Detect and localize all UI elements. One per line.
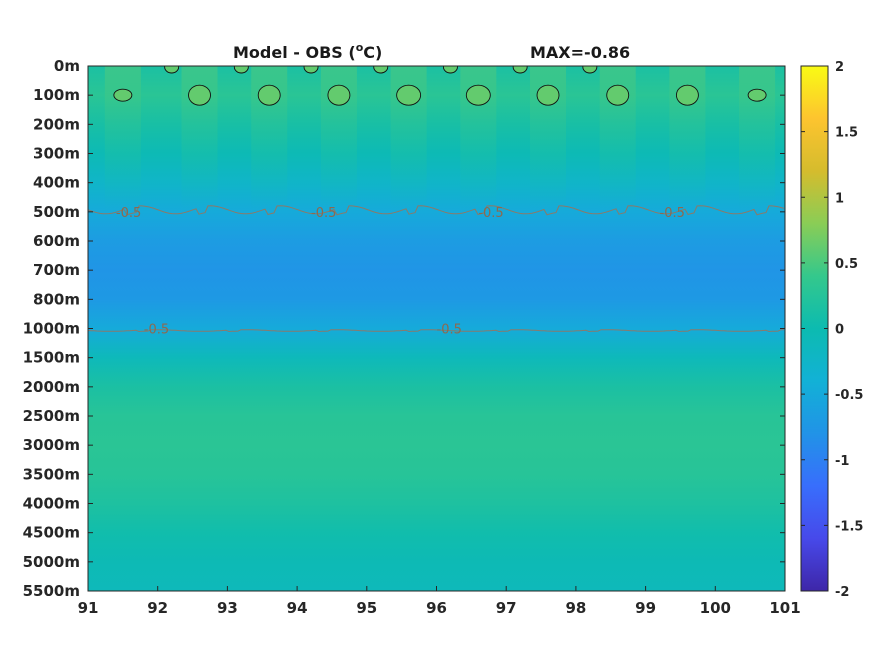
x-tick-label: 101 <box>769 599 800 617</box>
colorbar-tick-label: 2 <box>835 60 844 75</box>
x-tick-label: 100 <box>700 599 731 617</box>
x-axis: 91 92 93 94 95 96 97 98 99 100 101 <box>78 586 801 617</box>
y-tick-label: 500m <box>33 203 80 221</box>
y-tick-label: 5500m <box>23 582 80 600</box>
x-tick-label: 93 <box>217 599 238 617</box>
colorbar-gradient <box>800 65 829 592</box>
colorbar-tick-label: -1 <box>835 454 849 469</box>
x-tick-label: 99 <box>635 599 656 617</box>
y-tick-label: 3500m <box>23 465 80 483</box>
contour-line-upper <box>88 205 785 216</box>
x-tick-label: 92 <box>147 599 168 617</box>
max-annotation: MAX=-0.86 <box>530 43 630 62</box>
surface-warm-patch <box>303 66 319 74</box>
y-tick-label: 1000m <box>23 320 80 338</box>
contour-label: -0.5 <box>116 206 141 221</box>
warm-anomaly-patch <box>327 84 351 106</box>
x-tick-label: 94 <box>287 599 308 617</box>
colorbar-tick-label: 0.5 <box>835 257 858 272</box>
colorbar-tick-label: -0.5 <box>835 388 863 403</box>
warm-anomaly-patch <box>606 84 630 106</box>
y-tick-label: 4000m <box>23 495 80 513</box>
y-tick-label: 100m <box>33 86 80 104</box>
surface-warm-patch <box>512 66 528 74</box>
x-tick-label: 91 <box>78 599 99 617</box>
y-tick-label: 2500m <box>23 407 80 425</box>
surface-warm-patch <box>233 66 249 74</box>
chart-title: Model - OBS (oC) <box>233 41 382 62</box>
y-tick-label: 200m <box>33 115 80 133</box>
colorbar-tick-label: -2 <box>835 585 849 600</box>
y-tick-label: 2000m <box>23 378 80 396</box>
warm-column <box>739 66 776 212</box>
y-tick-label: 3000m <box>23 436 80 454</box>
x-tick-label: 98 <box>565 599 586 617</box>
colorbar: 2 1.5 1 0.5 0 -0.5 -1 -1.5 -2 <box>800 60 863 600</box>
contour-label: -0.5 <box>478 206 503 221</box>
warm-column <box>104 66 141 212</box>
x-tick-label: 97 <box>496 599 517 617</box>
x-tick-label: 95 <box>356 599 377 617</box>
contour-lines <box>88 205 785 333</box>
warm-anomaly-patch <box>188 84 211 106</box>
contour-labels: -0.5 -0.5 -0.5 -0.5 -0.5 -0.5 <box>116 206 685 338</box>
warm-anomaly-patch <box>747 88 767 102</box>
y-tick-label: 300m <box>33 145 80 163</box>
y-tick-label: 1500m <box>23 349 80 367</box>
y-tick-label: 5000m <box>23 553 80 571</box>
y-tick-label: 400m <box>33 174 80 192</box>
colorbar-tick-label: -1.5 <box>835 519 863 534</box>
contour-label: -0.5 <box>437 323 462 338</box>
colorbar-tick-label: 1.5 <box>835 126 858 141</box>
contour-line-lower <box>88 329 784 333</box>
warm-anomaly-patch <box>675 84 699 106</box>
contour-label: -0.5 <box>311 206 336 221</box>
y-tick-label: 600m <box>33 232 80 250</box>
colorbar-tick-label: 1 <box>835 191 844 206</box>
colorbar-tick-label: 0 <box>835 323 844 338</box>
warm-anomaly-patch <box>257 84 281 106</box>
y-tick-label: 700m <box>33 261 80 279</box>
surface-warm-patch <box>582 66 598 74</box>
surface-warm-patch <box>164 66 180 74</box>
warm-anomaly-contours <box>104 66 776 212</box>
warm-anomaly-patch <box>113 88 133 102</box>
y-axis: 0m 100m 200m 300m 400m 500m 600m 700m 800m 1000m 1… <box>23 57 785 600</box>
surface-warm-patch <box>373 66 389 74</box>
surface-warm-patch <box>442 66 458 74</box>
contour-label: -0.5 <box>660 206 685 221</box>
y-tick-label: 0m <box>54 57 80 75</box>
contour-label: -0.5 <box>144 323 169 338</box>
x-tick-label: 96 <box>426 599 447 617</box>
warm-anomaly-patch <box>396 84 422 106</box>
warm-anomaly-patch <box>465 84 491 106</box>
y-tick-label: 800m <box>33 290 80 308</box>
warm-anomaly-patch <box>536 84 560 106</box>
y-tick-label: 4500m <box>23 524 80 542</box>
